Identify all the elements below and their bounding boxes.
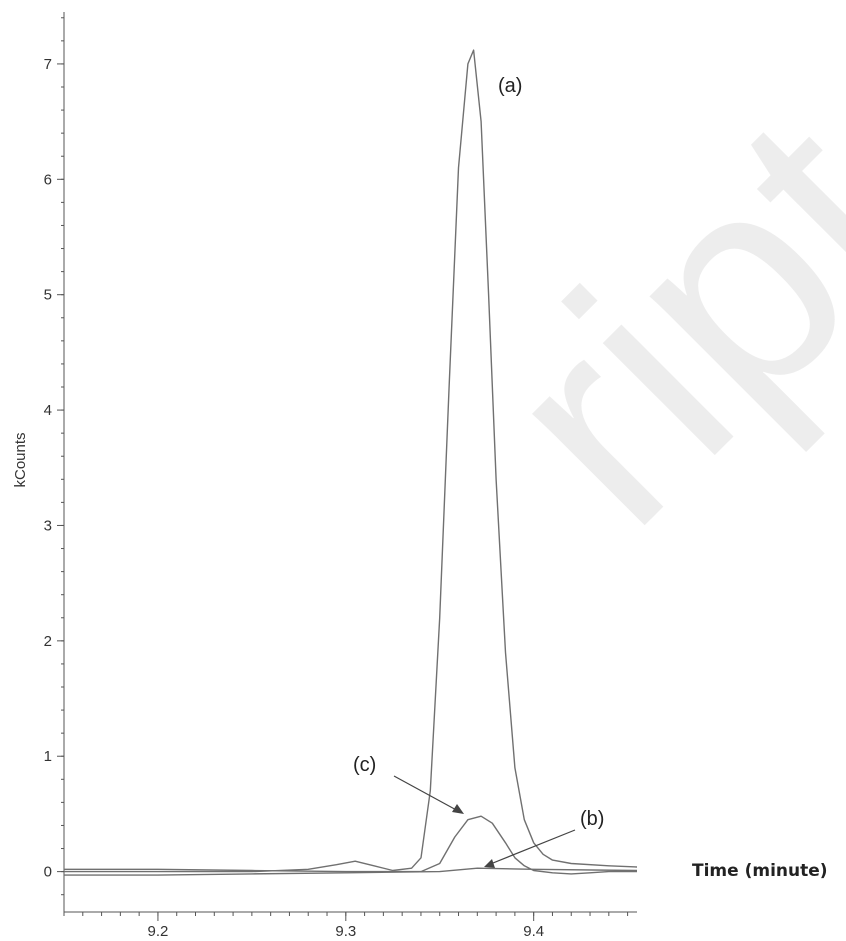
annotation-layer: (a) (c) (b) bbox=[353, 75, 604, 868]
y-tick-label: 3 bbox=[44, 517, 52, 534]
series-c-line bbox=[64, 815, 637, 875]
series-b-arrow bbox=[487, 829, 576, 866]
y-tick-label: 7 bbox=[44, 56, 52, 73]
series-b-arrowhead bbox=[484, 859, 495, 868]
y-tick-label: 1 bbox=[44, 748, 52, 765]
series-c-arrowhead bbox=[452, 804, 464, 814]
series-layer bbox=[64, 49, 638, 876]
x-tick-label: 9.2 bbox=[148, 923, 169, 940]
series-c-annotation: (c) bbox=[353, 754, 376, 776]
x-axis-label: Time (minute) bbox=[692, 861, 828, 881]
series-a-annotation: (a) bbox=[498, 75, 522, 97]
series-c-arrow bbox=[393, 775, 461, 813]
y-tick-label: 4 bbox=[44, 402, 52, 419]
axes: 0 1 2 3 4 5 6 7 9.2 9.3 9.4 bbox=[44, 12, 637, 940]
x-tick-label: 9.3 bbox=[335, 923, 356, 940]
series-b-annotation: (b) bbox=[580, 808, 604, 830]
x-tick-label: 9.4 bbox=[523, 923, 544, 940]
watermark: ript bbox=[438, 52, 846, 586]
y-tick-label: 5 bbox=[44, 287, 52, 304]
series-a-line bbox=[64, 49, 638, 873]
y-axis-label: kCounts bbox=[12, 432, 29, 487]
y-tick-label: 0 bbox=[44, 864, 52, 881]
y-tick-label: 6 bbox=[44, 171, 52, 188]
y-tick-label: 2 bbox=[44, 633, 52, 650]
